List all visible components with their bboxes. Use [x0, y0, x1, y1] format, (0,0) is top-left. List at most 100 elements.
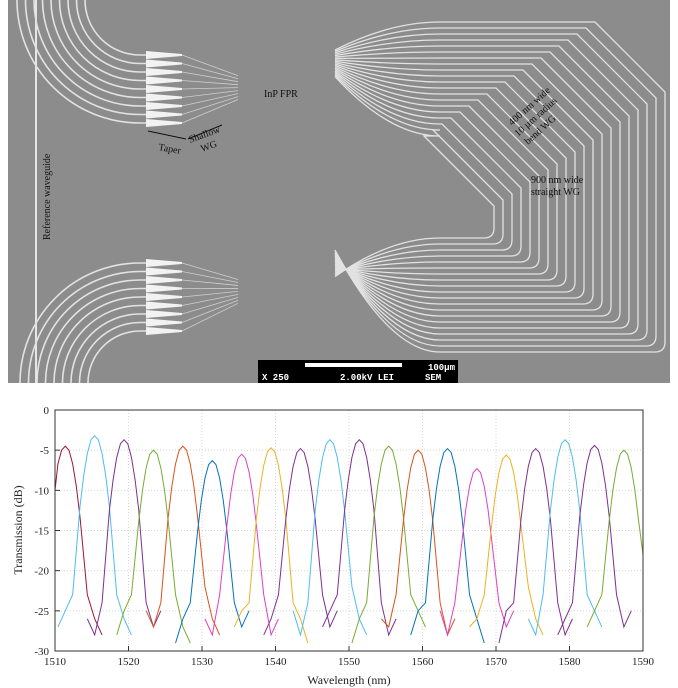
shallow-waveguide: [181, 271, 239, 283]
series-line: [410, 447, 485, 644]
array-waveguide: [334, 69, 540, 271]
y-tick-label: -15: [34, 526, 49, 538]
taper: [146, 310, 182, 318]
array-waveguide: [334, 67, 549, 275]
array-waveguide: [334, 33, 648, 341]
series-line: [55, 445, 103, 636]
series-line: [292, 438, 368, 637]
arc-waveguide: [36, 279, 146, 384]
arc-waveguide: [78, 321, 146, 384]
shallow-waveguide: [181, 63, 239, 80]
array-waveguide: [334, 39, 639, 335]
series-line: [351, 445, 426, 644]
taper: [146, 267, 182, 276]
waveguides: [16, 0, 666, 384]
arc-waveguide: [67, 0, 146, 73]
shallow-waveguide: [181, 296, 239, 315]
series-line: [380, 449, 456, 637]
shallow-waveguide: [181, 96, 239, 115]
series-line: [116, 449, 191, 644]
x-tick-label: 1570: [485, 656, 508, 668]
taper: [146, 301, 182, 310]
y-tick-label: -5: [40, 445, 50, 457]
arc-waveguide: [70, 313, 146, 384]
series-line: [527, 438, 603, 637]
taper: [146, 293, 182, 301]
x-tick-label: 1550: [338, 656, 361, 668]
shallow-waveguide: [181, 54, 239, 77]
taper: [146, 76, 182, 85]
array-waveguide: [334, 64, 567, 287]
array-waveguide: [334, 73, 513, 275]
taper: [146, 284, 182, 293]
arc-waveguide: [27, 270, 146, 384]
taper-line: [147, 130, 187, 140]
taper: [146, 68, 182, 76]
array-waveguide: [334, 71, 522, 274]
reference-label: Reference waveguide: [42, 153, 53, 240]
array-waveguide: [334, 27, 657, 347]
magnification: X 250: [262, 373, 289, 383]
taper: [146, 59, 182, 68]
scale-length: 100µm: [428, 363, 456, 373]
x-tick-label: 1540: [265, 656, 288, 668]
y-tick-label: -10: [34, 485, 49, 497]
arc-waveguide: [53, 296, 146, 384]
shallow-waveguide: [181, 262, 239, 280]
x-tick-label: 1510: [44, 656, 67, 668]
sem-mode: SEM: [425, 373, 441, 383]
scale-bar: [305, 363, 402, 367]
taper: [146, 318, 182, 327]
series-line: [57, 434, 132, 636]
series-line: [233, 447, 309, 644]
array-waveguide: [334, 60, 594, 305]
array-waveguide: [334, 66, 558, 281]
taper-label: Taper: [157, 142, 182, 157]
shallow-line: [187, 124, 223, 140]
straight-label: straight WG: [531, 187, 580, 198]
shallow-waveguide: [181, 302, 239, 332]
array-waveguide: [334, 45, 630, 329]
shallow-label: WG: [199, 139, 218, 155]
array-waveguide: [334, 21, 666, 353]
series-line: [263, 447, 338, 636]
array-waveguide: [334, 74, 504, 276]
arc-waveguide: [84, 0, 146, 56]
chart: Wavelength (nm) Transmission (dB) 1510 15…: [11, 405, 655, 687]
taper: [146, 110, 182, 119]
shallow-waveguide: [181, 99, 239, 124]
series-line: [586, 449, 643, 628]
arc-waveguide: [75, 0, 146, 65]
voltage: 2.00kV LEI: [340, 373, 394, 383]
taper: [146, 327, 182, 335]
shallow-waveguide: [181, 87, 239, 90]
shallow-waveguide: [181, 299, 239, 323]
y-tick-label: -20: [34, 566, 49, 578]
series-line: [498, 447, 573, 644]
y-axis-title: Transmission (dB): [11, 485, 25, 574]
shallow-waveguide: [181, 293, 239, 306]
arc-waveguide: [58, 0, 146, 82]
plot-frame: [54, 409, 644, 652]
taper: [146, 276, 182, 284]
shallow-waveguide: [181, 93, 239, 107]
series-line: [322, 438, 397, 637]
shallow-waveguide: [181, 71, 239, 83]
array-waveguide: [334, 63, 576, 293]
series-line: [439, 467, 515, 637]
x-tick-label: 1530: [191, 656, 214, 668]
y-tick-label: 0: [44, 405, 50, 417]
taper: [146, 93, 182, 102]
series-line: [175, 459, 250, 644]
array-waveguide: [334, 59, 603, 311]
series-line: [557, 444, 632, 636]
x-tick-label: 1590: [632, 656, 655, 668]
arc-waveguide: [16, 0, 146, 124]
straight-label: 900 nm wide: [531, 175, 584, 186]
series-line: [86, 438, 162, 637]
arc-waveguide: [19, 262, 146, 384]
taper: [146, 85, 182, 93]
taper: [146, 51, 182, 59]
